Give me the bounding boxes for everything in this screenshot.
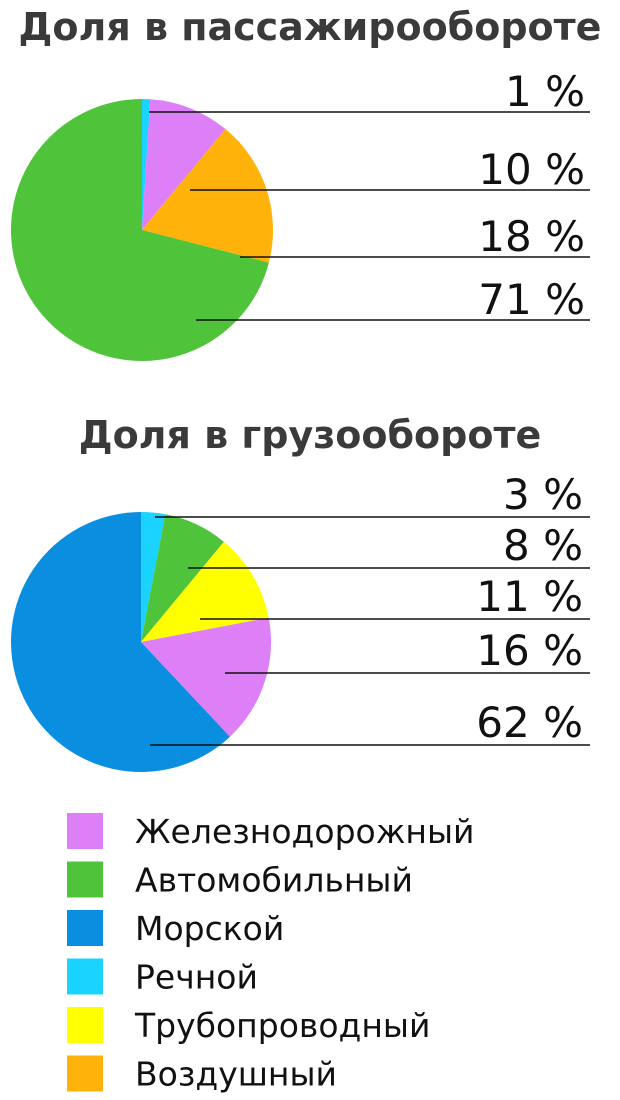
legend-swatch-трубопроводный xyxy=(67,1007,103,1043)
legend-label: Морской xyxy=(135,909,284,948)
legend-swatch-автомобильный xyxy=(67,861,103,898)
pie-slice-железнодорожный xyxy=(141,617,272,737)
legend-swatch-морской xyxy=(67,910,103,946)
slice-value-label: 16 % xyxy=(476,626,583,675)
passenger-labels: 1 % 10 % 18 % 71 % xyxy=(149,67,590,324)
pie-slice-речной xyxy=(141,512,166,642)
chart-title-freight: Доля в грузообороте xyxy=(79,413,542,457)
slice-value-label: 18 % xyxy=(478,212,585,261)
legend-label: Речной xyxy=(135,958,258,997)
pie-slice-автомобильный xyxy=(141,514,224,642)
pie-slice-железнодорожный xyxy=(142,99,226,230)
pie-slice-речной xyxy=(142,99,151,230)
chart-title-passenger: Доля в пассажирообороте xyxy=(19,5,602,49)
pie-slice-морской xyxy=(11,512,230,772)
legend-label: Железнодорожный xyxy=(135,812,475,851)
slice-value-label: 8 % xyxy=(503,521,583,570)
freight-labels: 3 %8 %11 % 16 % 62 % xyxy=(150,470,590,747)
legend-swatch-речной xyxy=(67,958,103,995)
legend: Железнодорожный Автомобильный Морской Речно… xyxy=(67,812,475,1094)
passenger-pie xyxy=(10,99,273,361)
pie-slice-автомобильный xyxy=(10,99,269,361)
freight-pie xyxy=(11,512,272,772)
slice-value-label: 10 % xyxy=(478,145,585,194)
legend-swatch-воздушный xyxy=(67,1055,103,1092)
legend-label: Воздушный xyxy=(135,1055,337,1094)
slice-value-label: 62 % xyxy=(476,698,583,747)
pie-slice-воздушный xyxy=(142,129,273,263)
legend-label: Автомобильный xyxy=(135,861,413,900)
slice-value-label: 3 % xyxy=(503,470,583,519)
slice-value-label: 11 % xyxy=(476,572,583,621)
legend-swatch-железнодорожный xyxy=(67,813,103,849)
slice-value-label: 71 % xyxy=(478,275,585,324)
pie-slice-трубопроводный xyxy=(141,541,269,642)
legend-label: Трубопроводный xyxy=(134,1006,430,1045)
slice-value-label: 1 % xyxy=(505,67,585,116)
